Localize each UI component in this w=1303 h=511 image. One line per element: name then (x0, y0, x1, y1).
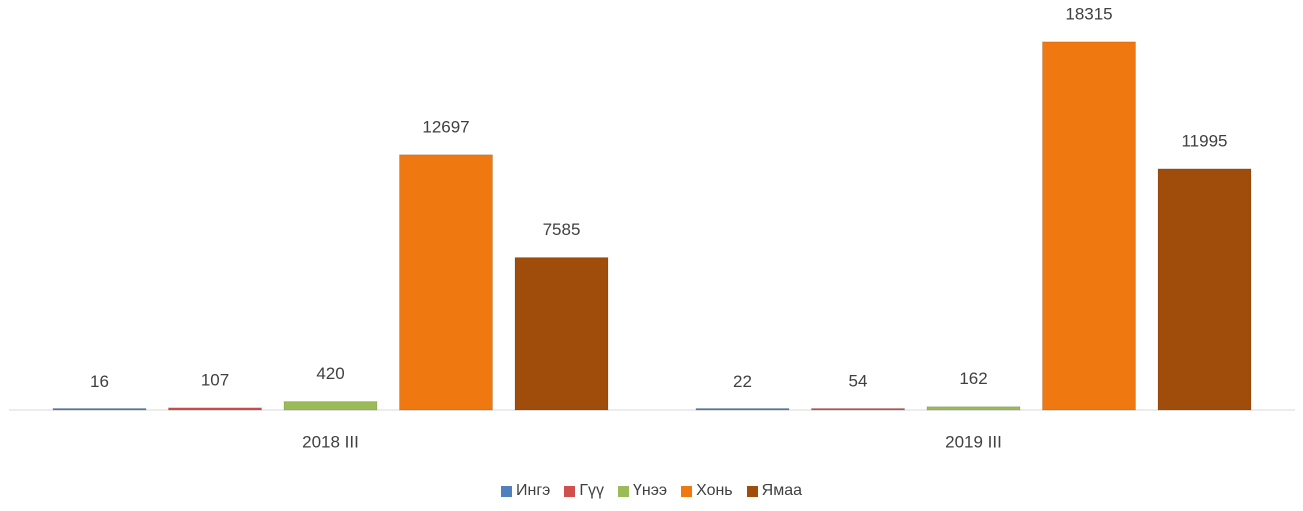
legend-item: Үнээ (618, 482, 667, 500)
bar (811, 408, 905, 411)
legend-item: Гүү (564, 482, 604, 500)
bar (52, 408, 147, 411)
bar (514, 257, 609, 411)
legend-swatch (564, 485, 576, 497)
data-label: 162 (959, 369, 987, 388)
chart: 2018 III 16 107 420 12697 7585 2019 III 22 54 162… (9, 4, 1295, 451)
bar (1157, 168, 1252, 411)
bar (926, 406, 1021, 411)
bar (168, 407, 262, 411)
bar (695, 408, 790, 411)
legend-item: Ингэ (501, 482, 550, 500)
data-label: 22 (733, 372, 752, 391)
legend-label: Ямаа (761, 482, 802, 499)
data-label: 107 (201, 370, 229, 389)
legend-label: Гүү (579, 482, 605, 499)
bar (283, 401, 378, 411)
legend-item: Хонь (681, 482, 733, 500)
legend: Ингэ Гүү Үнээ Хонь Ямаа (0, 482, 1303, 500)
data-label: 7585 (543, 220, 581, 239)
data-label: 420 (316, 364, 344, 383)
legend-label: Хонь (696, 482, 733, 499)
data-label: 54 (849, 371, 868, 390)
x-tick-label: 2018 III (302, 432, 359, 451)
data-label: 18315 (1065, 4, 1112, 23)
legend-swatch (501, 485, 512, 497)
legend-swatch (618, 485, 630, 497)
data-label: 11995 (1181, 131, 1227, 150)
data-label: 16 (90, 372, 109, 391)
bar (399, 154, 493, 411)
legend-swatch (746, 485, 758, 497)
bar (1042, 41, 1136, 411)
legend-label: Үнээ (633, 482, 668, 499)
legend-label: Ингэ (516, 482, 551, 499)
legend-swatch (681, 485, 693, 497)
x-tick-label: 2019 III (945, 432, 1002, 451)
legend-item: Ямаа (746, 482, 802, 500)
data-label: 12697 (422, 117, 469, 136)
